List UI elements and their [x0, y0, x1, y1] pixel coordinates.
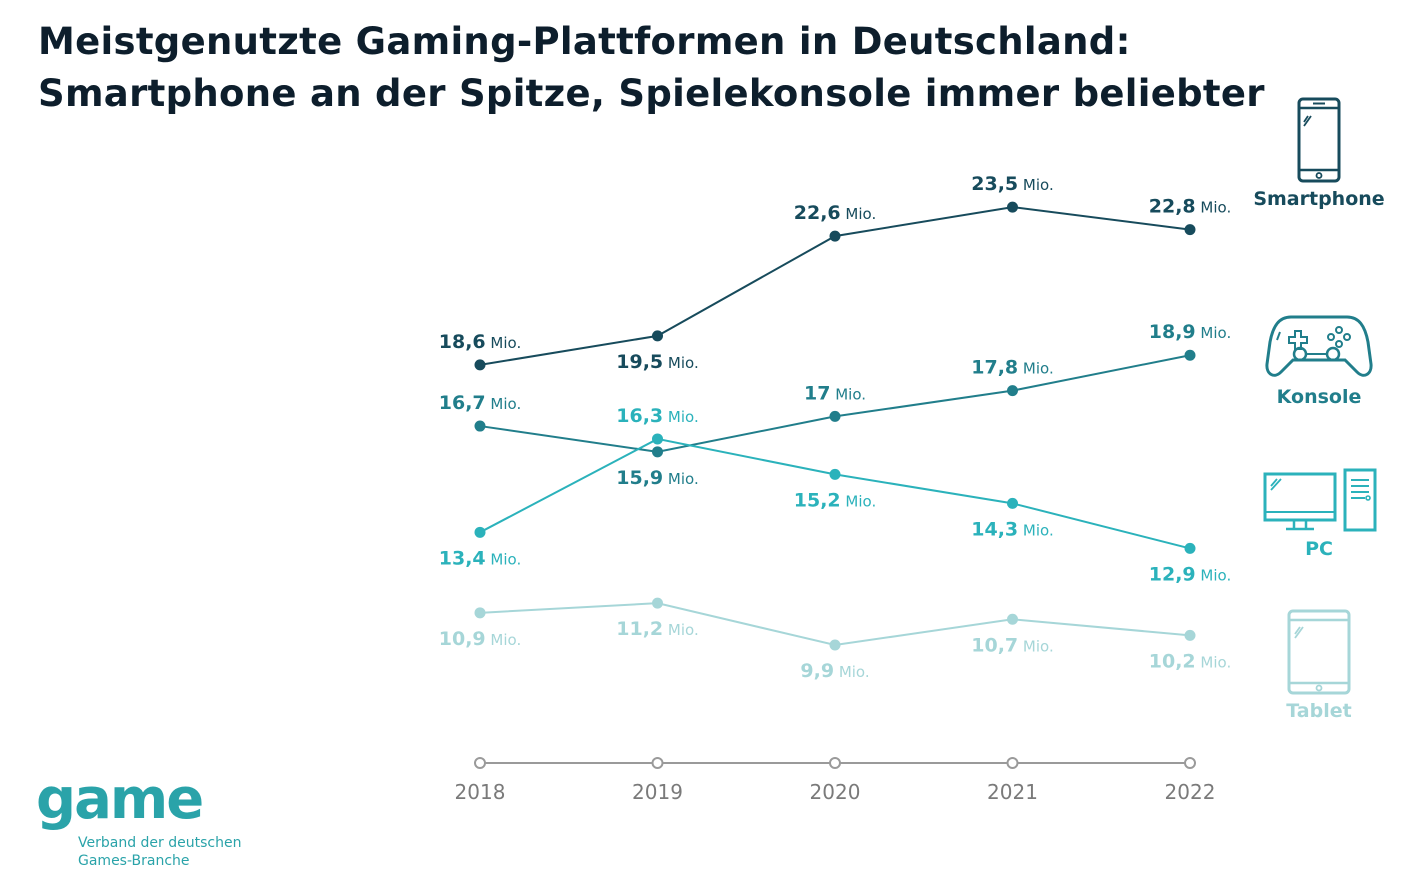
data-point-pc: [474, 526, 486, 538]
data-label-tablet: 11,2 Mio.: [616, 618, 698, 640]
tablet-icon: [1287, 609, 1351, 695]
gamepad-icon: [1265, 315, 1373, 377]
data-label-konsole: 17 Mio.: [804, 382, 866, 404]
chart-title-line-2: Smartphone an der Spitze, Spielekonsole …: [38, 72, 1265, 115]
data-label-konsole: 15,9 Mio.: [616, 467, 698, 489]
chart-title: Meistgenutzte Gaming-Plattformen in Deut…: [38, 16, 1265, 120]
data-point-tablet: [652, 597, 663, 609]
legend-pc-label: PC: [1305, 538, 1333, 560]
game-logo: game Verband der deutschen Games-Branche: [36, 772, 241, 870]
legend-smartphone-label: Smartphone: [1253, 188, 1385, 210]
x-axis-tick-marker: [829, 757, 841, 769]
chart-title-line-1: Meistgenutzte Gaming-Plattformen in Deut…: [38, 20, 1131, 63]
data-point-konsole: [1007, 385, 1018, 397]
legend-konsole: Konsole: [1234, 312, 1404, 408]
legend-smartphone: Smartphone: [1234, 96, 1404, 210]
data-label-tablet: 9,9 Mio.: [800, 660, 869, 682]
series-line-konsole: [479, 354, 1191, 453]
data-label-tablet: 10,7 Mio.: [971, 634, 1053, 656]
data-point-tablet: [829, 639, 841, 651]
x-axis-tick-marker: [474, 757, 486, 769]
logo-tagline-1: Verband der deutschen: [78, 835, 242, 851]
data-point-smartphone: [1007, 201, 1018, 213]
logo-wordmark: game: [36, 767, 204, 832]
data-point-pc: [1184, 542, 1196, 554]
data-point-pc: [1007, 497, 1018, 509]
data-label-konsole: 16,7 Mio.: [439, 392, 521, 414]
data-label-pc: 13,4 Mio.: [439, 547, 521, 569]
data-label-tablet: 10,2 Mio.: [1149, 650, 1231, 672]
data-label-smartphone: 22,6 Mio.: [794, 202, 876, 224]
legend-tablet: Tablet: [1234, 608, 1404, 722]
data-label-smartphone: 18,6 Mio.: [439, 331, 521, 353]
x-axis-tick-label: 2021: [987, 780, 1038, 804]
data-point-tablet: [474, 607, 486, 619]
smartphone-icon: [1297, 97, 1341, 183]
x-axis-tick-marker: [1006, 757, 1019, 769]
data-point-smartphone: [652, 330, 663, 342]
data-point-smartphone: [1184, 224, 1196, 236]
data-point-konsole: [474, 420, 486, 432]
data-point-pc: [652, 433, 663, 445]
data-label-smartphone: 19,5 Mio.: [616, 351, 698, 373]
data-label-pc: 15,2 Mio.: [794, 489, 876, 511]
x-axis-tick-marker: [651, 757, 664, 769]
data-label-konsole: 18,9 Mio.: [1149, 321, 1231, 343]
data-point-tablet: [1184, 629, 1196, 641]
data-label-pc: 16,3 Mio.: [616, 405, 698, 427]
desktop-pc-icon: [1263, 468, 1377, 532]
x-axis: 2018 2019 2020 2021 2022: [455, 757, 1216, 804]
data-label-layer: 18,6 Mio. 19,5 Mio. 22,6 Mio. 23,5 Mio. 22,8…: [439, 173, 1231, 682]
legend-pc: PC: [1234, 468, 1404, 560]
x-axis-tick-label: 2020: [810, 780, 861, 804]
data-point-smartphone: [474, 359, 486, 371]
x-axis-tick-marker: [1184, 757, 1196, 769]
data-point-konsole: [1184, 349, 1196, 361]
series-layer: [474, 201, 1196, 651]
data-label-tablet: 10,9 Mio.: [439, 628, 521, 650]
data-point-smartphone: [829, 230, 841, 242]
data-point-tablet: [1007, 613, 1018, 625]
data-point-konsole: [829, 410, 841, 422]
data-label-konsole: 17,8 Mio.: [971, 357, 1053, 379]
data-label-smartphone: 23,5 Mio.: [971, 173, 1053, 195]
x-axis-tick-label: 2019: [632, 780, 683, 804]
data-label-smartphone: 22,8 Mio.: [1149, 196, 1231, 218]
data-label-pc: 12,9 Mio.: [1149, 563, 1231, 585]
legend-konsole-label: Konsole: [1276, 386, 1362, 408]
data-point-pc: [829, 468, 841, 480]
data-label-pc: 14,3 Mio.: [971, 518, 1053, 540]
data-point-konsole: [652, 446, 663, 458]
legend-tablet-label: Tablet: [1286, 700, 1352, 722]
x-axis-tick-label: 2022: [1165, 780, 1216, 804]
series-line-tablet: [479, 602, 1191, 647]
x-axis-tick-label: 2018: [455, 780, 506, 804]
logo-tagline-2: Games-Branche: [78, 853, 190, 869]
